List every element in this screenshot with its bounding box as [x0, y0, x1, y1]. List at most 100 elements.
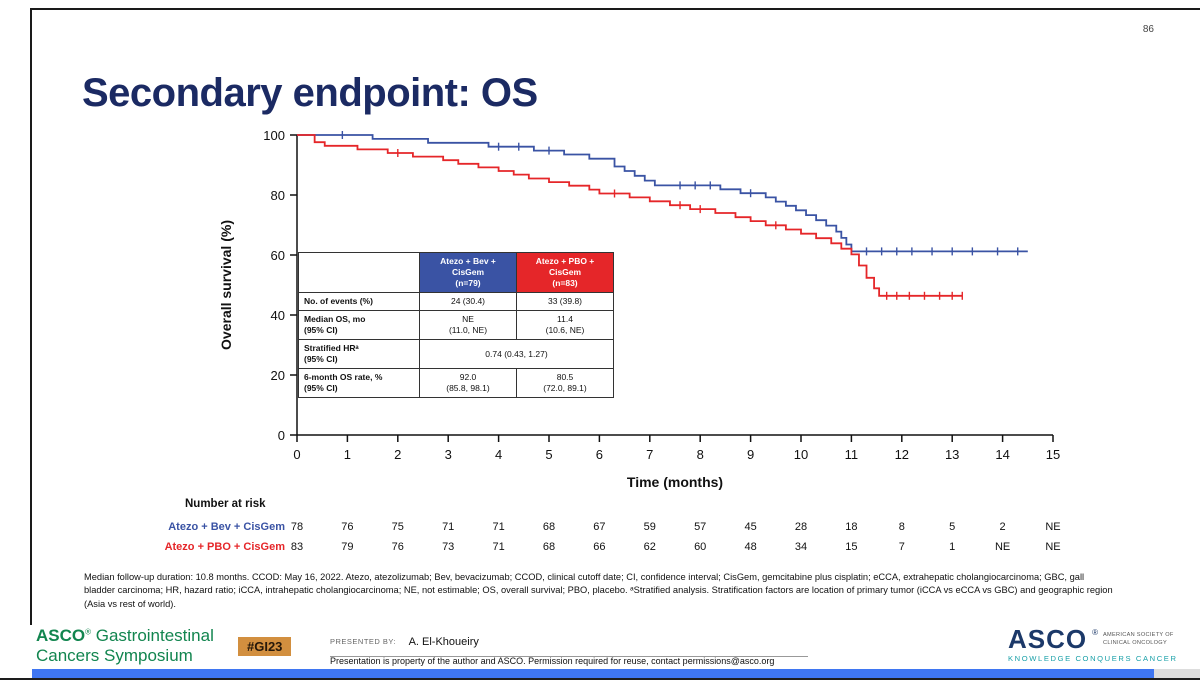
y-tick-label: 20 — [271, 368, 285, 383]
x-tick-label: 5 — [545, 447, 552, 462]
registered-mark-icon: ® — [85, 627, 92, 637]
asco-brand-right: ASCO — [1008, 624, 1088, 654]
row-label-hr: Stratified HRᵃ (95% CI) — [298, 339, 420, 370]
slide-title: Secondary endpoint: OS — [82, 70, 538, 115]
x-tick-label: 9 — [747, 447, 754, 462]
risk-count: 62 — [643, 541, 656, 553]
y-axis-title: Overall survival (%) — [218, 220, 234, 350]
x-tick-label: 10 — [794, 447, 808, 462]
presented-by-block: PRESENTED BY: A. El-Khoueiry — [330, 633, 808, 657]
risk-count: 28 — [794, 521, 808, 533]
risk-count: 73 — [442, 541, 455, 553]
table-row: 6-month OS rate, % (95% CI) 92.0 (85.8, … — [298, 368, 614, 399]
risk-row-label-atezo-pbo: Atezo + PBO + CisGem — [164, 541, 285, 553]
table-header-atezo-bev: Atezo + Bev + CisGem (n=79) — [419, 251, 517, 294]
risk-count: 1 — [949, 541, 956, 553]
x-tick-label: 2 — [394, 447, 401, 462]
asco-org-line1: AMERICAN SOCIETY OF — [1103, 632, 1174, 638]
results-summary-table: Atezo + Bev + CisGem (n=79) Atezo + PBO … — [298, 251, 614, 399]
x-tick-label: 7 — [646, 447, 653, 462]
y-tick-label: 0 — [278, 428, 285, 443]
risk-count: 7 — [898, 541, 905, 553]
y-tick-label: 40 — [271, 308, 285, 323]
risk-row-label-atezo-bev: Atezo + Bev + CisGem — [168, 521, 285, 533]
risk-count: 66 — [593, 541, 606, 553]
asco-org-line2: CLINICAL ONCOLOGY — [1103, 639, 1167, 646]
os-rate-blue: 92.0 (85.8, 98.1) — [419, 368, 517, 399]
risk-count: 79 — [341, 541, 354, 553]
x-tick-label: 4 — [495, 447, 502, 462]
x-tick-label: 13 — [945, 447, 959, 462]
risk-count: NE — [994, 541, 1011, 553]
risk-count: 68 — [542, 541, 556, 553]
symposium-line2: Cancers Symposium — [36, 646, 193, 666]
asco-tagline: KNOWLEDGE CONQUERS CANCER — [1008, 654, 1178, 664]
window-top-edge — [30, 8, 1200, 10]
km-curve-atezo-pbo — [297, 134, 963, 297]
horizontal-scrollbar-thumb[interactable] — [32, 669, 1154, 678]
risk-count: 15 — [845, 541, 858, 553]
events-blue: 24 (30.4) — [419, 292, 517, 312]
footnote-abbreviations: Median follow-up duration: 10.8 months. … — [84, 572, 1113, 609]
gi23-hashtag-badge: #GI23 — [238, 637, 292, 656]
risk-count: 48 — [744, 541, 757, 553]
risk-count: 34 — [794, 541, 808, 553]
presenter-name: A. El-Khoueiry — [408, 635, 479, 648]
x-tick-label: 0 — [293, 447, 300, 462]
table-row: Median OS, mo (95% CI) NE (11.0, NE) 11.… — [298, 310, 614, 341]
median-os-red: 11.4 (10.6, NE) — [516, 310, 614, 341]
slide-page-number: 86 — [1142, 24, 1154, 35]
risk-count: 83 — [290, 541, 304, 553]
risk-count: 18 — [845, 521, 858, 533]
risk-count: 71 — [492, 521, 505, 533]
risk-count: 75 — [391, 521, 404, 533]
risk-count: 57 — [694, 521, 707, 533]
risk-count: NE — [1045, 521, 1061, 533]
row-label-events: No. of events (%) — [298, 292, 420, 312]
risk-count: 71 — [492, 541, 505, 553]
y-tick-label: 80 — [271, 188, 285, 203]
km-curve-atezo-bev — [297, 134, 1028, 253]
table-row: Stratified HRᵃ (95% CI) 0.74 (0.43, 1.27… — [298, 339, 614, 370]
events-red: 33 (39.8) — [516, 292, 614, 312]
asco-logo: ASCO ® AMERICAN SOCIETY OF CLINICAL ONCOL… — [1008, 624, 1178, 664]
table-header-atezo-pbo: Atezo + PBO + CisGem (n=83) — [516, 251, 614, 294]
risk-count: 67 — [593, 521, 606, 533]
x-tick-label: 6 — [596, 447, 603, 462]
median-os-blue: NE (11.0, NE) — [419, 310, 517, 341]
stratified-hr-value: 0.74 (0.43, 1.27) — [419, 339, 614, 370]
horizontal-scrollbar-track[interactable] — [32, 669, 1200, 678]
x-tick-label: 3 — [445, 447, 452, 462]
slide-left-edge — [30, 8, 32, 625]
risk-count: 76 — [341, 521, 354, 533]
risk-count: 5 — [949, 521, 956, 533]
x-axis-title: Time (months) — [627, 474, 723, 490]
y-tick-label: 100 — [263, 128, 285, 143]
risk-count: 2 — [999, 521, 1006, 533]
asco-brand-left: ASCO — [36, 626, 86, 645]
risk-count: 60 — [694, 541, 707, 553]
os-rate-red: 80.5 (72.0, 89.1) — [516, 368, 614, 399]
x-tick-label: 14 — [995, 447, 1009, 462]
x-tick-label: 12 — [895, 447, 909, 462]
x-tick-label: 11 — [845, 447, 859, 462]
risk-count: 8 — [898, 521, 905, 533]
risk-count: 71 — [442, 521, 455, 533]
permission-notice: Presentation is property of the author a… — [330, 656, 775, 666]
gi-symposium-logo: ASCO® Gastrointestinal Cancers Symposium — [36, 626, 214, 666]
risk-count: NE — [1045, 541, 1061, 553]
registered-mark-icon: ® — [1092, 628, 1099, 637]
symposium-line1: Gastrointestinal — [91, 626, 214, 645]
row-label-median-os: Median OS, mo (95% CI) — [298, 310, 420, 341]
x-tick-label: 15 — [1046, 447, 1060, 462]
risk-count: 76 — [391, 541, 404, 553]
table-row: No. of events (%) 24 (30.4) 33 (39.8) — [298, 292, 614, 312]
risk-count: 59 — [643, 521, 656, 533]
risk-count: 45 — [744, 521, 757, 533]
risk-count: 68 — [542, 521, 556, 533]
table-corner-cell — [298, 251, 420, 294]
x-tick-label: 8 — [697, 447, 704, 462]
presented-by-label: PRESENTED BY: — [330, 637, 397, 647]
number-at-risk-heading: Number at risk — [185, 498, 266, 510]
